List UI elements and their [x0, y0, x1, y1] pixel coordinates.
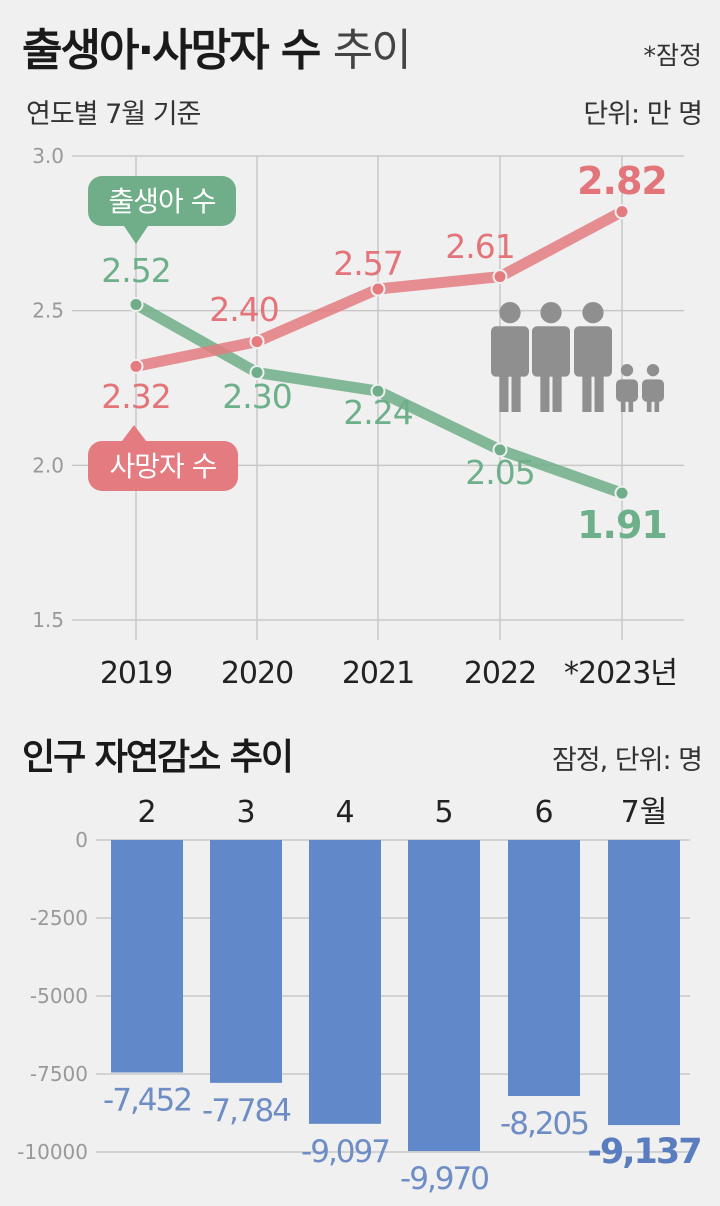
x-tick-label: 2021 [342, 656, 414, 691]
unit-label: 단위: 만 명 [583, 99, 703, 130]
category-label: 7월 [621, 795, 668, 830]
legend-entry: 출생아 수 [88, 176, 236, 244]
title-main-text: 출생아·사망자 수 [22, 25, 321, 76]
chart-subtitle: 연도별 7월 기준 [26, 99, 201, 130]
series-point [614, 485, 630, 501]
series-point [370, 383, 386, 399]
series-point [249, 334, 265, 350]
data-label: 2.82 [577, 159, 667, 203]
line-chart-axis: 3.0 2.5 2.0 1.5 2019 2020 2021 2022 *2023년 [32, 144, 678, 691]
person-body [491, 326, 529, 377]
series-point [249, 365, 265, 381]
data-label: 2.30 [222, 377, 291, 416]
person-head [646, 364, 660, 377]
bar-value-label: -7,452 [103, 1083, 191, 1119]
legend-tail [124, 226, 148, 244]
series-point [492, 442, 508, 458]
bar-chart-unit: 잠정, 단위: 명 [551, 745, 703, 776]
bar-value-label: -9,097 [301, 1134, 389, 1170]
person-body [574, 326, 612, 377]
category-label: 5 [434, 795, 453, 830]
y-tick-label: -5000 [30, 984, 88, 1008]
person-head [499, 302, 521, 324]
person-body [642, 379, 664, 402]
data-label: 2.05 [465, 453, 534, 492]
data-label: 2.52 [101, 251, 170, 290]
data-label: 2.57 [333, 244, 402, 283]
data-label: 2.61 [445, 227, 514, 266]
category-label: 6 [534, 795, 553, 830]
title-sub-text: 추이 [332, 25, 412, 76]
line-chart-series: 2.52 2.30 2.24 2.05 1.91 2.32 2.40 2.57 2.61 2.82 [101, 159, 668, 547]
legend-box [88, 441, 238, 491]
y-tick-label: 2.5 [32, 299, 64, 323]
person-leg-gap [508, 376, 512, 414]
bar [408, 840, 480, 1152]
person-body [532, 326, 570, 377]
series-point [614, 204, 630, 220]
bar-chart-grid: 0 -2500 -5000 -7500 -10000 [17, 828, 690, 1164]
person-head [620, 364, 634, 377]
chart-title: 출생아·사망자 수 추이 [22, 14, 412, 78]
legend-box [88, 176, 236, 226]
bar-chart-title: 인구 자연감소 추이 [22, 737, 294, 778]
y-tick-label: 2.0 [32, 453, 64, 477]
y-tick-label: 0 [75, 828, 88, 852]
bar-value-label: -9,137 [587, 1132, 700, 1172]
bar [210, 840, 282, 1083]
category-label: 2 [137, 795, 156, 830]
bar [309, 840, 381, 1124]
category-label: 3 [236, 795, 255, 830]
person-leg-gap [549, 376, 553, 414]
series-point [370, 281, 386, 297]
x-tick-label: 2019 [100, 656, 172, 691]
category-label: 4 [335, 795, 354, 830]
data-label: 1.91 [577, 503, 667, 547]
series-point [492, 269, 508, 285]
person-head [540, 302, 562, 324]
x-tick-label: *2023년 [564, 656, 677, 691]
person-head [582, 302, 604, 324]
y-tick-label: 1.5 [32, 608, 64, 632]
legend-entry: 사망자 수 [88, 425, 238, 491]
data-label: 2.32 [101, 377, 170, 416]
family-people-icon [491, 302, 664, 414]
person-leg-gap [591, 376, 595, 414]
x-tick-label: 2022 [464, 656, 536, 691]
person-body [616, 379, 638, 402]
bar-chart-bars: 2 -7,452 3 -7,784 4 -9,097 5 -9,970 6 -8,205 7월 -9,… [103, 795, 703, 1197]
data-label: 2.40 [209, 290, 278, 329]
bar-value-label: -7,784 [202, 1093, 290, 1129]
x-tick-label: 2020 [221, 656, 293, 691]
person-leg-gap [625, 401, 629, 414]
data-label: 2.24 [343, 393, 412, 432]
y-tick-label: -7500 [30, 1062, 88, 1086]
y-tick-label: -2500 [30, 906, 88, 930]
y-tick-label: 3.0 [32, 144, 64, 168]
bar [608, 840, 680, 1126]
legend-label: 출생아 수 [109, 185, 216, 218]
bar [508, 840, 580, 1096]
series-point [128, 296, 144, 312]
person-leg-gap [651, 401, 655, 414]
provisional-note: *잠정 [643, 41, 702, 70]
bar-value-label: -9,970 [400, 1161, 488, 1197]
series-point [128, 358, 144, 374]
legend-tail [122, 425, 146, 441]
y-tick-label: -10000 [17, 1140, 88, 1164]
legend-label: 사망자 수 [110, 450, 217, 483]
bar [111, 840, 183, 1073]
bar-value-label: -8,205 [500, 1106, 588, 1142]
